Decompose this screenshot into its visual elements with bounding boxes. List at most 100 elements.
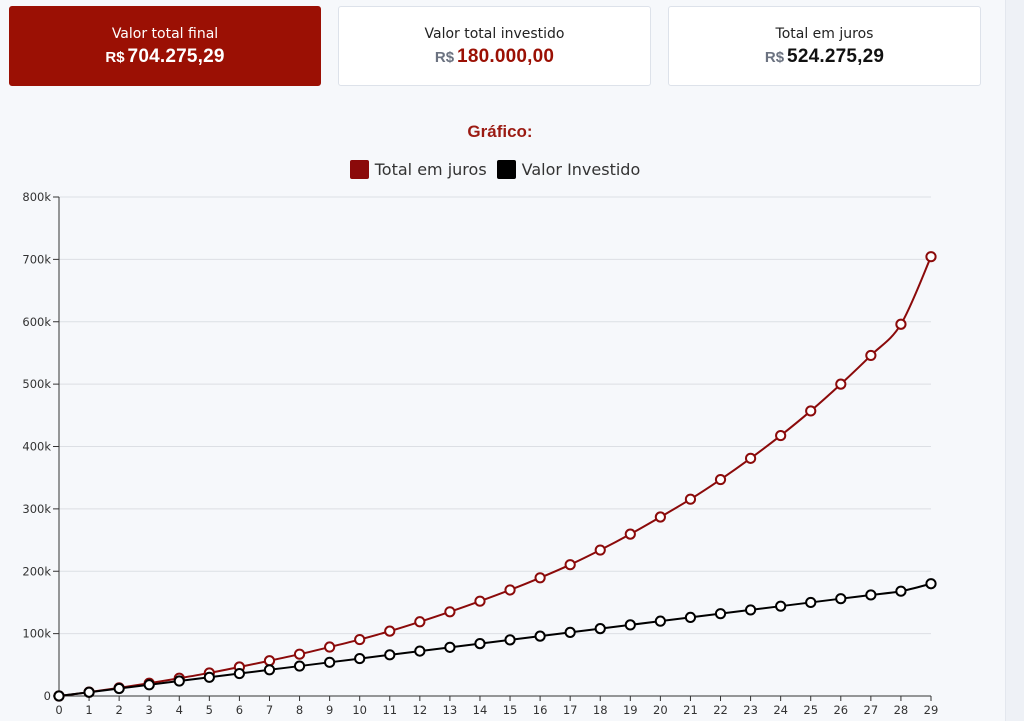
x-tick-label: 17 <box>563 703 578 717</box>
data-point-interest <box>504 584 516 596</box>
data-point-interest <box>684 493 697 505</box>
x-tick-label: 2 <box>115 703 122 717</box>
total-invested-value: 180.000,00 <box>457 46 555 67</box>
total-invested-card: Valor total investido R$ 180.000,00 <box>338 6 651 86</box>
x-tick-label: 23 <box>743 703 758 717</box>
y-tick-label: 700k <box>22 252 51 266</box>
x-tick-label: 22 <box>713 703 728 717</box>
data-point-invested <box>203 671 215 683</box>
x-tick-label: 4 <box>176 703 183 717</box>
data-point-interest <box>744 452 757 464</box>
legend-item-interest[interactable]: Total em juros <box>349 160 487 179</box>
y-tick-label: 0 <box>44 689 51 703</box>
x-tick-label: 18 <box>593 703 608 717</box>
data-point-interest <box>865 349 877 362</box>
data-point-interest <box>324 641 336 653</box>
x-tick-label: 13 <box>443 703 458 717</box>
y-tick-label: 100k <box>22 627 51 641</box>
x-tick-label: 20 <box>653 703 668 717</box>
data-point-interest <box>534 572 546 584</box>
x-tick-label: 15 <box>503 703 518 717</box>
data-point-invested <box>173 675 185 687</box>
data-point-invested <box>113 682 125 695</box>
data-point-invested <box>384 649 396 661</box>
series-line-invested <box>58 582 932 697</box>
x-tick-label: 11 <box>382 703 397 717</box>
x-tick-label: 12 <box>413 703 428 717</box>
x-tick-label: 27 <box>864 703 879 717</box>
chart-legend: Total em juros Valor Investido <box>0 160 990 179</box>
data-point-invested <box>714 608 727 620</box>
data-point-invested <box>534 630 546 642</box>
x-tick-label: 9 <box>326 703 333 717</box>
data-point-invested <box>805 596 817 609</box>
data-point-invested <box>53 690 65 702</box>
total-interest-label: Total em juros <box>775 26 874 42</box>
data-point-interest <box>293 648 306 660</box>
data-point-interest <box>564 559 576 571</box>
total-interest-value: 524.275,29 <box>787 46 885 67</box>
y-tick-label: 300k <box>22 502 51 516</box>
x-tick-label: 21 <box>683 703 698 717</box>
x-tick-label: 3 <box>146 703 153 717</box>
data-point-interest <box>444 606 456 618</box>
data-point-invested <box>624 619 636 631</box>
data-point-invested <box>504 634 516 646</box>
data-point-invested <box>684 611 697 624</box>
data-point-invested <box>835 593 847 605</box>
total-interest-currency: R$ <box>764 49 785 66</box>
x-tick-label: 16 <box>533 703 548 717</box>
data-point-interest <box>895 318 907 330</box>
data-point-interest <box>654 511 666 523</box>
data-point-invested <box>594 623 606 635</box>
legend-swatch-interest <box>349 160 369 179</box>
y-tick-label: 400k <box>22 440 51 454</box>
total-invested-label: Valor total investido <box>424 26 565 42</box>
data-point-interest <box>714 473 727 486</box>
data-point-invested <box>354 652 366 665</box>
x-tick-label: 10 <box>352 703 367 717</box>
x-tick-label: 6 <box>236 703 243 717</box>
x-tick-label: 25 <box>803 703 818 717</box>
data-point-interest <box>384 625 396 637</box>
data-point-interest <box>263 655 276 667</box>
x-tick-label: 5 <box>206 703 213 717</box>
data-point-invested <box>143 679 155 691</box>
data-point-interest <box>775 429 787 442</box>
total-final-value: 704.275,29 <box>127 46 225 67</box>
x-tick-label: 29 <box>924 703 939 717</box>
data-point-invested <box>744 604 757 616</box>
total-final-card: Valor total final R$ 704.275,29 <box>9 6 321 86</box>
data-point-invested <box>865 589 877 601</box>
total-final-label: Valor total final <box>111 26 219 42</box>
chart-title: Gráfico: <box>467 122 533 141</box>
x-tick-label: 7 <box>266 703 273 717</box>
legend-label-interest: Total em juros <box>374 160 487 179</box>
y-tick-label: 600k <box>22 315 51 329</box>
data-point-invested <box>83 686 95 698</box>
legend-item-invested[interactable]: Valor Investido <box>496 160 641 179</box>
x-tick-label: 24 <box>773 703 788 717</box>
data-point-invested <box>263 664 276 676</box>
x-tick-label: 26 <box>833 703 848 717</box>
legend-swatch-invested <box>496 160 516 179</box>
data-point-invested <box>324 656 336 668</box>
data-point-interest <box>594 544 606 556</box>
right-scroll-strip <box>1005 0 1024 721</box>
data-point-invested <box>775 600 787 612</box>
data-point-invested <box>564 626 576 638</box>
x-tick-label: 1 <box>85 703 92 717</box>
legend-label-invested: Valor Investido <box>521 160 641 179</box>
data-point-interest <box>474 595 486 607</box>
data-point-interest <box>414 616 426 628</box>
data-point-interest <box>624 528 636 540</box>
x-tick-label: 8 <box>296 703 303 717</box>
data-point-interest <box>354 633 366 646</box>
data-point-interest <box>925 251 937 263</box>
data-point-invested <box>414 645 426 657</box>
y-tick-label: 500k <box>22 377 51 391</box>
total-invested-currency: R$ <box>434 49 455 66</box>
data-point-interest <box>835 378 847 390</box>
total-final-currency: R$ <box>105 49 125 66</box>
